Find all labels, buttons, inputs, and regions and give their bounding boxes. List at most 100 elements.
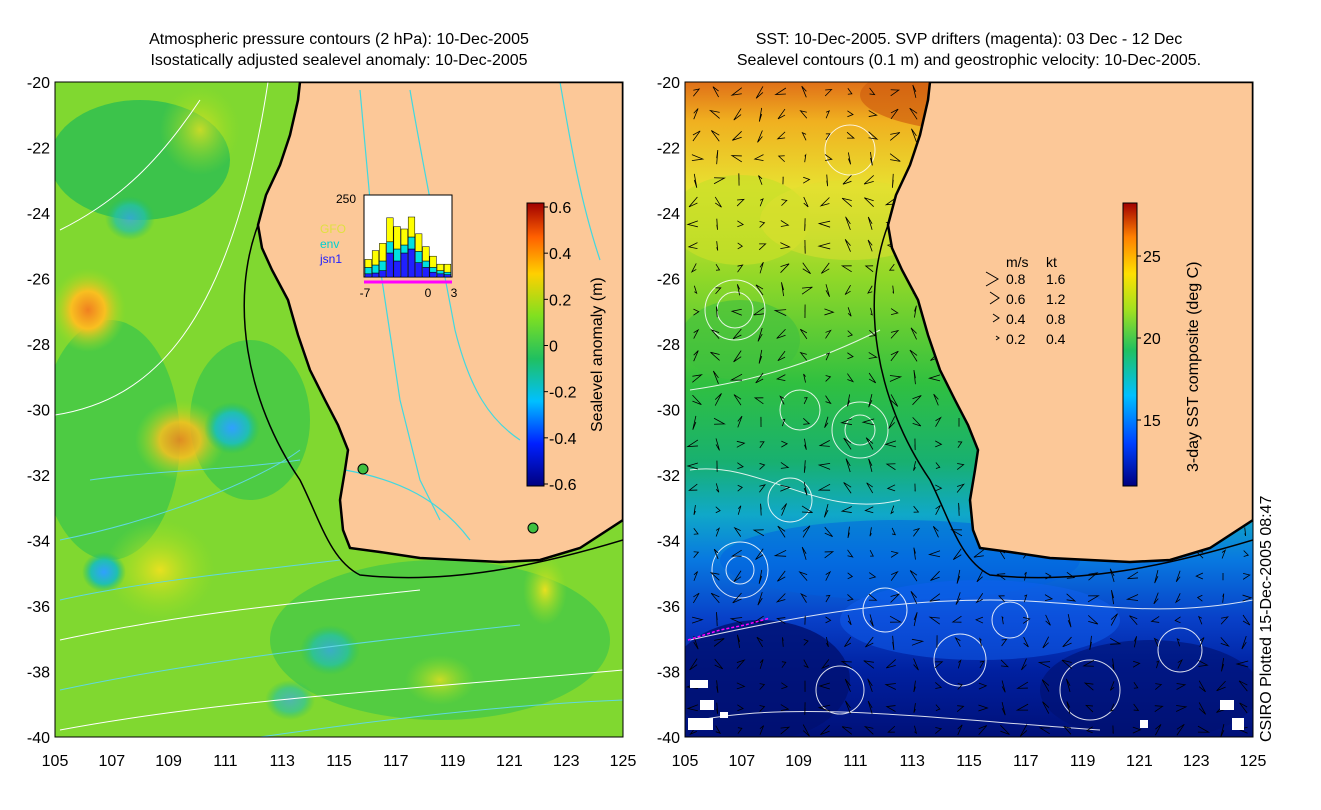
velocity-vector — [780, 220, 790, 227]
velocity-vector — [752, 529, 764, 537]
velocity-vector — [715, 527, 721, 537]
velocity-vector — [867, 239, 873, 252]
velocity-vector — [1067, 614, 1072, 628]
velocity-vector — [1111, 590, 1115, 605]
speed-legend-kt: 1.6 — [1046, 271, 1066, 287]
velocity-vector — [730, 155, 743, 163]
velocity-vector — [693, 350, 699, 362]
colorbar-tick-label: -0.2 — [549, 385, 577, 402]
velocity-vector — [935, 704, 941, 711]
velocity-vector — [823, 503, 829, 518]
velocity-vector — [1154, 705, 1164, 713]
velocity-vector — [840, 265, 852, 273]
right-colorbar-ticks: 25 20 15 — [1137, 249, 1161, 430]
colorbar-tick-label: 15 — [1143, 413, 1161, 430]
velocity-vector — [693, 504, 696, 515]
velocity-vector — [803, 659, 809, 669]
velocity-vector — [755, 372, 764, 384]
right-map-panel: m/s kt 0.8 1.6 0.6 1.2 0.4 0.8 0.2 0.4 — [685, 82, 1253, 737]
velocity-vector — [799, 328, 808, 340]
velocity-vector — [755, 86, 764, 99]
velocity-vector — [820, 724, 830, 735]
velocity-vector — [1153, 592, 1159, 605]
velocity-vector — [825, 110, 831, 119]
velocity-vector — [1063, 725, 1072, 735]
y-tick-label: -26 — [657, 272, 680, 289]
velocity-vector — [865, 437, 874, 450]
colorbar-tick-label: -0.6 — [549, 477, 577, 494]
velocity-vector — [759, 463, 766, 470]
velocity-vector — [869, 614, 874, 627]
velocity-vector — [847, 594, 854, 601]
y-tick-label: -40 — [657, 730, 680, 747]
histogram-bar — [422, 267, 430, 278]
velocity-vector — [889, 375, 903, 382]
velocity-vector — [715, 306, 718, 318]
velocity-vector — [1038, 727, 1050, 735]
x-tick-label: 117 — [1013, 753, 1039, 770]
speed-legend-arrow — [992, 313, 1000, 323]
velocity-vector — [776, 131, 786, 140]
y-tick-label: -32 — [27, 468, 50, 485]
velocity-vector — [847, 307, 852, 317]
velocity-vector — [803, 460, 806, 473]
velocity-vector — [1155, 683, 1163, 690]
velocity-vector — [693, 571, 699, 581]
velocity-vector — [755, 284, 764, 296]
velocity-vector — [913, 547, 916, 560]
velocity-vector — [934, 661, 944, 669]
speed-legend-header-kt: kt — [1046, 254, 1057, 270]
velocity-vector — [935, 440, 943, 448]
velocity-vector — [732, 130, 742, 141]
velocity-vector — [1001, 638, 1008, 647]
velocity-vector — [1082, 659, 1095, 667]
velocity-vector — [800, 592, 807, 603]
velocity-vector — [692, 394, 702, 405]
velocity-vector — [777, 570, 786, 582]
velocity-vector — [825, 616, 832, 624]
tide-gauge-marker — [527, 522, 539, 534]
left-shelf-contour — [243, 224, 623, 579]
velocity-vector — [1086, 726, 1093, 734]
velocity-vector — [841, 197, 853, 207]
velocity-vector — [753, 397, 764, 405]
velocity-vector — [825, 395, 832, 405]
velocity-vector — [1112, 658, 1115, 671]
inset-histogram: 250 GFO env jsn1 -7 0 3 — [319, 192, 458, 300]
velocity-vector — [868, 458, 873, 472]
velocity-vector — [868, 593, 878, 601]
velocity-vector — [759, 725, 765, 735]
velocity-vector — [737, 220, 744, 228]
velocity-vector — [843, 482, 852, 494]
velocity-vector — [693, 173, 698, 188]
velocity-vector — [863, 660, 875, 669]
velocity-vector — [691, 154, 705, 161]
velocity-vector — [780, 484, 791, 492]
velocity-vector — [821, 262, 830, 274]
velocity-vector — [1150, 616, 1160, 623]
velocity-vector — [887, 725, 896, 733]
velocity-vector — [914, 725, 918, 735]
velocity-vector — [1216, 680, 1226, 692]
x-tick-label: 105 — [672, 753, 699, 770]
velocity-vector — [1133, 703, 1140, 711]
speed-legend-ms: 0.8 — [1006, 271, 1026, 287]
velocity-vector — [869, 572, 877, 579]
velocity-vector — [847, 526, 850, 539]
x-tick-label: 113 — [269, 753, 295, 770]
velocity-vector — [781, 503, 787, 516]
velocity-vector — [840, 660, 853, 669]
right-map-frame — [684, 81, 1254, 738]
histogram-bar — [379, 243, 387, 262]
histogram-bar — [393, 248, 401, 262]
velocity-vector — [978, 704, 989, 712]
velocity-vector — [803, 373, 806, 383]
velocity-vector — [840, 418, 853, 426]
velocity-vector — [1221, 657, 1225, 672]
y-tick-label: -30 — [27, 403, 50, 420]
y-tick-label: -26 — [27, 272, 50, 289]
velocity-vector — [885, 705, 896, 712]
velocity-vector — [759, 484, 766, 493]
velocity-vector — [979, 637, 982, 647]
velocity-vector — [780, 726, 791, 735]
